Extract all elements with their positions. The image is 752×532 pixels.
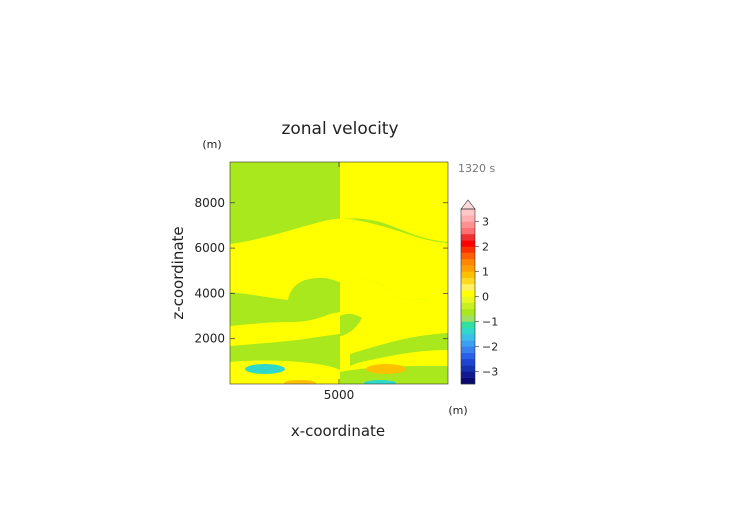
- colorbar-segment: [461, 309, 475, 316]
- colorbar-tick-label: −2: [482, 341, 498, 354]
- chart-title: zonal velocity: [281, 119, 398, 139]
- time-label: 1320 s: [458, 162, 495, 175]
- y-ticks: 2000 4000 6000 8000: [194, 196, 448, 346]
- contour-region-right-band: [350, 333, 448, 366]
- y-tick-label: 4000: [194, 286, 225, 300]
- colorbar-extend-max: [460, 199, 476, 210]
- x-axis-label: x-coordinate: [291, 422, 385, 440]
- colorbar-segment: [461, 377, 475, 385]
- colorbar-segment: [461, 259, 475, 266]
- colorbar-segment: [461, 327, 475, 335]
- colorbar-segment: [461, 371, 475, 378]
- contour-positive-cell-right: [366, 364, 406, 374]
- contour-region-positive-upper: [340, 162, 448, 242]
- colorbar-segment: [461, 209, 475, 216]
- colorbar-segment: [461, 215, 475, 222]
- colorbar-segment: [461, 221, 475, 228]
- x-unit-label: (m): [448, 404, 467, 417]
- contour-positive-cell-bottom: [284, 380, 316, 384]
- contour-region-positive-left-band: [230, 312, 340, 346]
- y-unit-label: (m): [202, 138, 221, 151]
- colorbar-tick-label: 2: [482, 241, 489, 254]
- colorbar-tick-label: −1: [482, 316, 498, 329]
- colorbar-segment: [461, 321, 475, 328]
- colorbar-tick-label: 1: [482, 266, 489, 279]
- colorbar-segment: [461, 365, 475, 372]
- x-ticks: 5000: [324, 162, 355, 402]
- contour-region-center-blob: [340, 313, 362, 336]
- colorbar-tick-label: 0: [482, 291, 489, 304]
- y-axis-label: z-coordinate: [169, 226, 187, 319]
- colorbar-segment: [461, 290, 475, 297]
- colorbar-tick-label: 3: [482, 216, 489, 229]
- colorbar-segment: [461, 352, 475, 360]
- y-tick-label: 8000: [194, 196, 225, 210]
- colorbar-segment: [461, 302, 475, 310]
- plot-area: 5000 2000 4000 6000 8000: [194, 161, 449, 402]
- colorbar-tick-label: −3: [482, 366, 498, 379]
- colorbar-segment: [461, 359, 475, 366]
- x-tick-label: 5000: [324, 388, 355, 402]
- colorbar-segment: [461, 315, 475, 322]
- colorbar-segment: [461, 277, 475, 285]
- contour-fill: [230, 162, 448, 384]
- colorbar-segment: [461, 334, 475, 341]
- contour-region-positive-middle: [230, 218, 448, 300]
- colorbar: 3 2 1 0 −1 −2 −3: [460, 199, 498, 385]
- colorbar-segment: [461, 340, 475, 347]
- colorbar-segment: [461, 252, 475, 260]
- colorbar-segment: [461, 265, 475, 272]
- y-tick-label: 2000: [194, 332, 225, 346]
- colorbar-segment: [461, 296, 475, 303]
- colorbar-segment: [461, 271, 475, 278]
- colorbar-segment: [461, 346, 475, 353]
- y-tick-label: 6000: [194, 241, 225, 255]
- contour-negative-cell-bottom: [364, 380, 396, 384]
- contour-negative-cell-left: [245, 364, 285, 374]
- colorbar-segment: [461, 227, 475, 235]
- colorbar-segment: [461, 246, 475, 253]
- colorbar-segment: [461, 234, 475, 241]
- colorbar-segment: [461, 240, 475, 247]
- contour-region-center-arch: [288, 279, 340, 304]
- colorbar-segment: [461, 284, 475, 291]
